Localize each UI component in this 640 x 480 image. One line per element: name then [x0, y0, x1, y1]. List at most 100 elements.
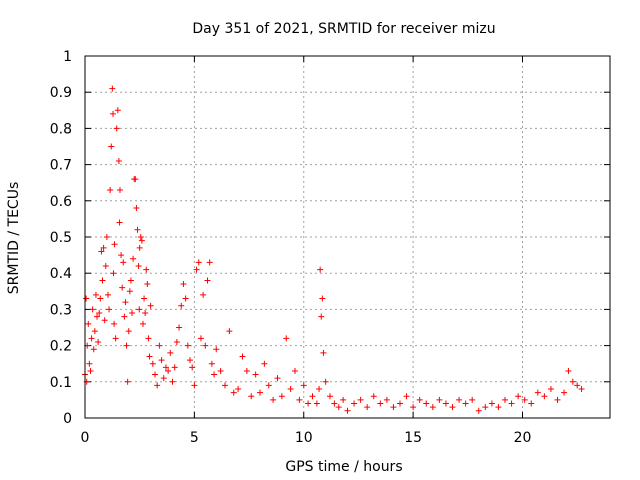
data-point [320, 349, 327, 356]
data-point [202, 342, 209, 349]
data-point [235, 386, 242, 393]
data-points [82, 85, 585, 414]
data-point [488, 400, 495, 407]
data-point [145, 335, 152, 342]
data-point [85, 320, 92, 327]
data-point [208, 360, 215, 367]
data-point [239, 353, 246, 360]
x-tick-label: 20 [514, 430, 532, 446]
data-point [222, 382, 228, 389]
data-point [300, 382, 307, 389]
data-point [135, 262, 142, 269]
data-point [101, 317, 108, 324]
data-point [515, 393, 522, 400]
data-point [565, 367, 572, 374]
data-point [270, 396, 277, 403]
data-point [162, 364, 169, 371]
data-point [104, 291, 111, 298]
data-point [191, 382, 198, 389]
data-point [118, 252, 125, 259]
data-point [122, 299, 129, 306]
data-point [364, 404, 371, 411]
data-point [449, 404, 456, 411]
x-tick-label: 0 [81, 430, 90, 446]
y-tick-label: 0.6 [50, 194, 72, 210]
data-point [211, 371, 218, 378]
data-point [114, 107, 121, 114]
data-point [158, 357, 165, 364]
data-point [204, 277, 211, 284]
data-point [107, 186, 114, 193]
data-point [278, 393, 285, 400]
data-point [90, 346, 97, 353]
data-point [110, 110, 116, 117]
data-point [139, 320, 146, 327]
data-point [442, 400, 449, 407]
y-tick-label: 0.4 [50, 266, 72, 282]
data-point [261, 360, 268, 367]
data-point [143, 266, 150, 273]
data-point [126, 288, 133, 295]
chart-title: Day 351 of 2021, SRMTID for receiver miz… [192, 21, 495, 37]
data-point [187, 357, 193, 364]
data-point [193, 266, 200, 273]
data-point [462, 400, 469, 407]
data-point [96, 310, 103, 317]
data-point [109, 85, 116, 92]
data-point [121, 313, 128, 320]
data-point [200, 291, 207, 298]
data-point [397, 400, 403, 407]
data-point [169, 378, 176, 385]
data-point [115, 157, 122, 164]
data-point [99, 277, 106, 284]
x-tick-label: 10 [295, 430, 313, 446]
data-point [316, 386, 323, 393]
data-point [257, 389, 263, 396]
data-point [283, 335, 290, 342]
data-point [111, 320, 118, 327]
data-point [313, 400, 320, 407]
data-point [152, 371, 158, 378]
data-point [230, 389, 237, 396]
data-point [136, 306, 143, 313]
data-point [184, 342, 191, 349]
data-point [165, 367, 172, 374]
data-point [370, 393, 377, 400]
data-point [89, 306, 96, 313]
x-tick-label: 5 [190, 430, 199, 446]
data-point [390, 404, 397, 411]
data-point [274, 375, 281, 382]
data-point [534, 389, 541, 396]
data-point [383, 396, 390, 403]
x-tick-labels: 0 5 10 15 20 [81, 430, 532, 446]
data-point [116, 219, 123, 226]
data-point [127, 277, 134, 284]
data-point [561, 389, 568, 396]
data-point [88, 335, 95, 342]
data-point [102, 262, 109, 269]
x-axis-title: GPS time / hours [285, 459, 402, 475]
data-point [502, 396, 508, 403]
data-point [327, 393, 333, 400]
data-point [217, 367, 224, 374]
x-tick-label: 15 [404, 430, 422, 446]
data-point [322, 378, 329, 385]
data-point [495, 404, 502, 411]
data-point [125, 328, 132, 335]
data-point [154, 382, 161, 389]
data-point [197, 335, 204, 342]
data-point [436, 396, 443, 403]
data-point [141, 295, 148, 302]
data-point [508, 400, 515, 407]
data-point [475, 407, 482, 414]
data-point [134, 226, 141, 233]
data-point [133, 205, 140, 212]
data-point [95, 338, 102, 345]
data-point [120, 259, 127, 266]
data-point [213, 346, 220, 353]
y-tick-label: 1 [63, 49, 72, 65]
data-point [331, 400, 338, 407]
data-point [351, 400, 358, 407]
data-point [377, 400, 384, 407]
